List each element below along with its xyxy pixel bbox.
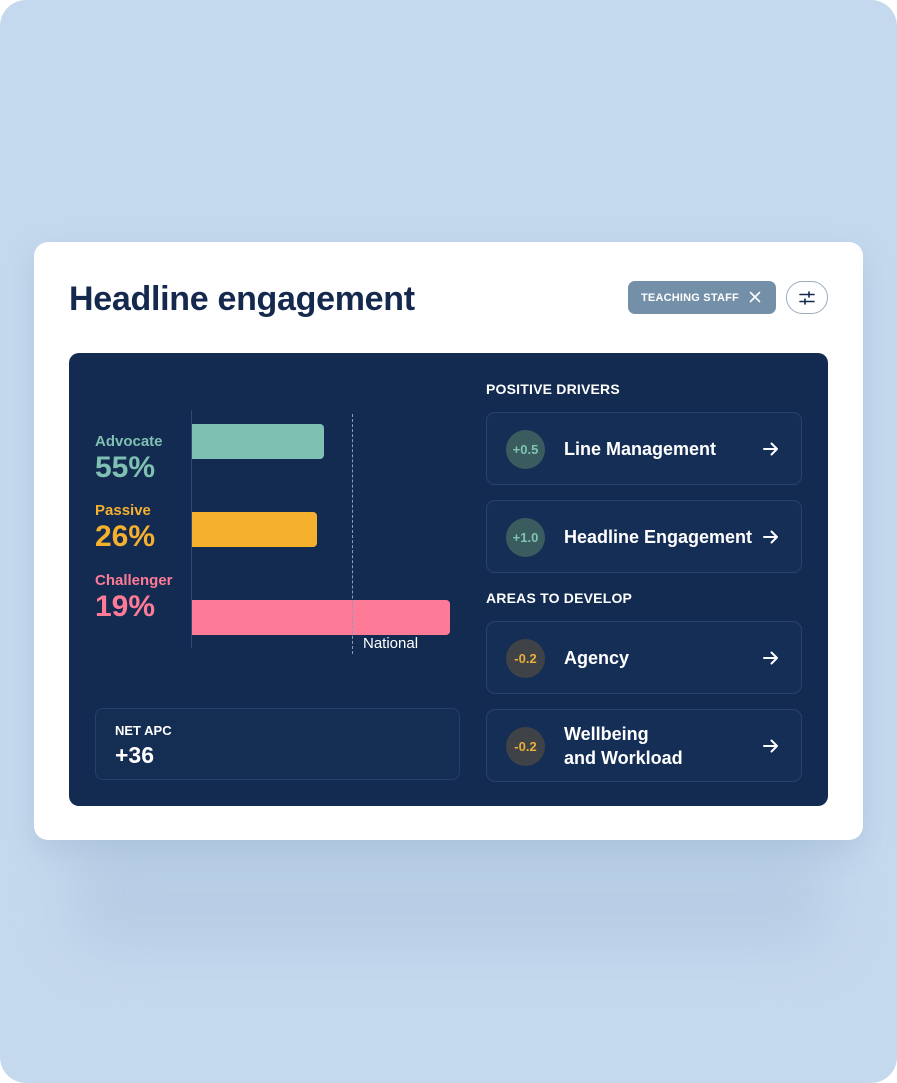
driver-label: Line Management (564, 438, 717, 459)
driver-label-line2: and Workload (564, 747, 683, 768)
score-badge: -0.2 (506, 727, 545, 766)
positive-drivers-heading: POSITIVE DRIVERS (486, 381, 620, 397)
driver-headline-engagement[interactable]: +1.0 Headline Engagement (486, 500, 802, 573)
chart-axis (191, 410, 192, 648)
category-percent: 55% (95, 451, 156, 484)
score-badge: -0.2 (506, 639, 545, 678)
driver-agency[interactable]: -0.2 Agency (486, 621, 802, 694)
arrow-right-icon (763, 530, 778, 544)
net-apc-box: NET APC +36 (95, 708, 460, 780)
category-advocate: Advocate 55% (95, 433, 163, 485)
close-icon[interactable] (747, 289, 763, 305)
driver-label: Wellbeing and Workload (564, 710, 764, 781)
arrow-right-icon (763, 739, 778, 753)
category-percent: 19% (95, 590, 156, 623)
category-label: Challenger (95, 572, 173, 589)
headline-engagement-card: Headline engagement TEACHING STAFF Advoc… (34, 242, 863, 840)
score-badge: +0.5 (506, 430, 545, 469)
category-challenger: Challenger 19% (95, 572, 173, 624)
driver-label: Headline Engagement (564, 526, 753, 547)
bar-passive (192, 512, 317, 547)
bar-challenger (192, 600, 450, 635)
sliders-icon (799, 290, 815, 305)
national-label: National (363, 635, 419, 652)
driver-label-line1: Wellbeing (564, 723, 649, 744)
engagement-panel: Advocate 55% Passive 26% Challenger 19% … (69, 353, 828, 806)
national-reference-line (352, 414, 353, 654)
bar-advocate (192, 424, 324, 459)
driver-line-management[interactable]: +0.5 Line Management (486, 412, 802, 485)
score-badge: +1.0 (506, 518, 545, 557)
driver-label: Agency (564, 647, 630, 668)
net-apc-value: +36 (115, 742, 155, 768)
filter-chip-teaching-staff[interactable]: TEACHING STAFF (628, 281, 776, 314)
category-passive: Passive 26% (95, 502, 155, 554)
decorative-shadow (70, 830, 830, 950)
category-percent: 26% (95, 520, 156, 553)
areas-to-develop-heading: AREAS TO DEVELOP (486, 590, 633, 606)
driver-wellbeing-and-workload[interactable]: -0.2 Wellbeing and Workload (486, 709, 802, 782)
arrow-right-icon (763, 442, 778, 456)
category-label: Advocate (95, 433, 163, 450)
net-apc-label: NET APC (115, 723, 172, 738)
card-title: Headline engagement (69, 280, 415, 318)
category-label: Passive (95, 502, 151, 519)
filter-settings-button[interactable] (786, 281, 828, 314)
arrow-right-icon (763, 651, 778, 665)
filter-chip-label: TEACHING STAFF (641, 291, 739, 304)
